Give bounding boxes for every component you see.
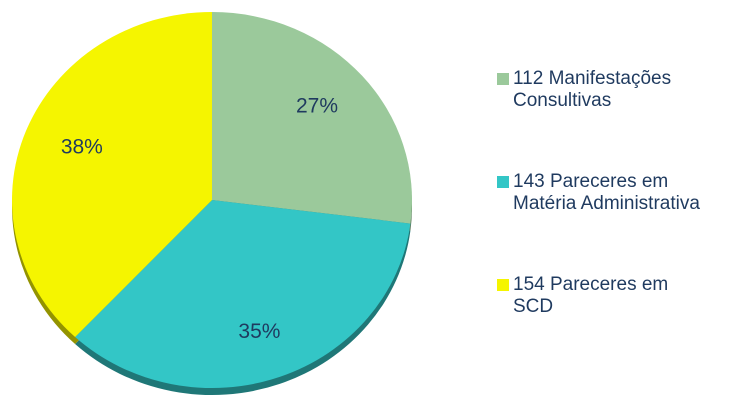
legend-swatch bbox=[497, 176, 509, 188]
slice bbox=[11, 12, 213, 338]
legend-swatch bbox=[497, 279, 509, 291]
slice bbox=[75, 200, 411, 388]
legend-label: 112 Manifestações Consultivas bbox=[513, 68, 672, 111]
legend-entry: 112 Manifestações Consultivas bbox=[497, 68, 713, 112]
legend-swatch bbox=[497, 73, 509, 85]
data-label: 35% bbox=[238, 320, 280, 343]
data-label: 38% bbox=[61, 136, 103, 159]
slice bbox=[212, 12, 413, 224]
legend-label: 143 Pareceres em Matéria Administrativa bbox=[513, 171, 700, 214]
legend-label: 154 Pareceres em SCD bbox=[513, 274, 669, 317]
data-label: 27% bbox=[296, 94, 338, 117]
legend-entry: 143 Pareceres em Matéria Administrativa bbox=[497, 171, 713, 215]
legend-entry: 154 Pareceres em SCD bbox=[497, 274, 713, 318]
